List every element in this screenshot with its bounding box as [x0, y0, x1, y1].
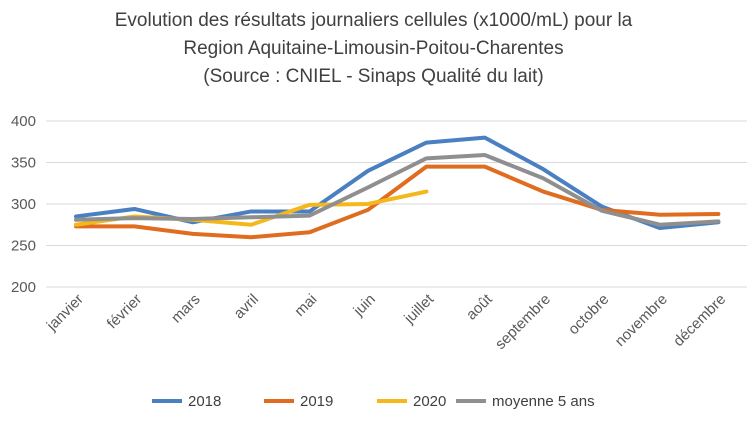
legend-label: 2020: [413, 393, 446, 410]
x-tick-label: août: [463, 290, 496, 323]
x-tick-label: mars: [168, 291, 204, 327]
chart-title-line-2: Region Aquitaine-Limousin-Poitou-Charent…: [183, 38, 564, 59]
x-tick-label: décembre: [670, 291, 729, 350]
x-tick-label: juillet: [400, 290, 437, 327]
series-line-moyenne-5-ans: [74, 153, 721, 227]
y-tick-label: 400: [11, 113, 36, 130]
x-tick-label: juin: [350, 291, 379, 320]
x-tick-label: octobre: [565, 291, 612, 338]
x-tick-label: septembre: [492, 291, 554, 353]
legend-label: 2019: [300, 393, 333, 410]
y-tick-label: 200: [11, 279, 36, 296]
y-tick-label: 250: [11, 238, 36, 255]
x-tick-label: avril: [231, 291, 262, 322]
legend-label: moyenne 5 ans: [492, 393, 595, 410]
chart-title-line-1: Evolution des résultats journaliers cell…: [114, 10, 633, 31]
x-tick-label: novembre: [612, 291, 671, 350]
series-line-2019: [74, 164, 721, 240]
y-tick-label: 350: [11, 155, 36, 172]
legend-label: 2018: [188, 393, 221, 410]
chart-title-line-3: (Source : CNIEL - Sinaps Qualité du lait…: [203, 66, 544, 87]
x-tick-label: février: [104, 291, 145, 332]
x-tick-label: mai: [291, 291, 320, 320]
x-tick-label: janvier: [43, 291, 87, 335]
y-tick-label: 300: [11, 196, 36, 213]
